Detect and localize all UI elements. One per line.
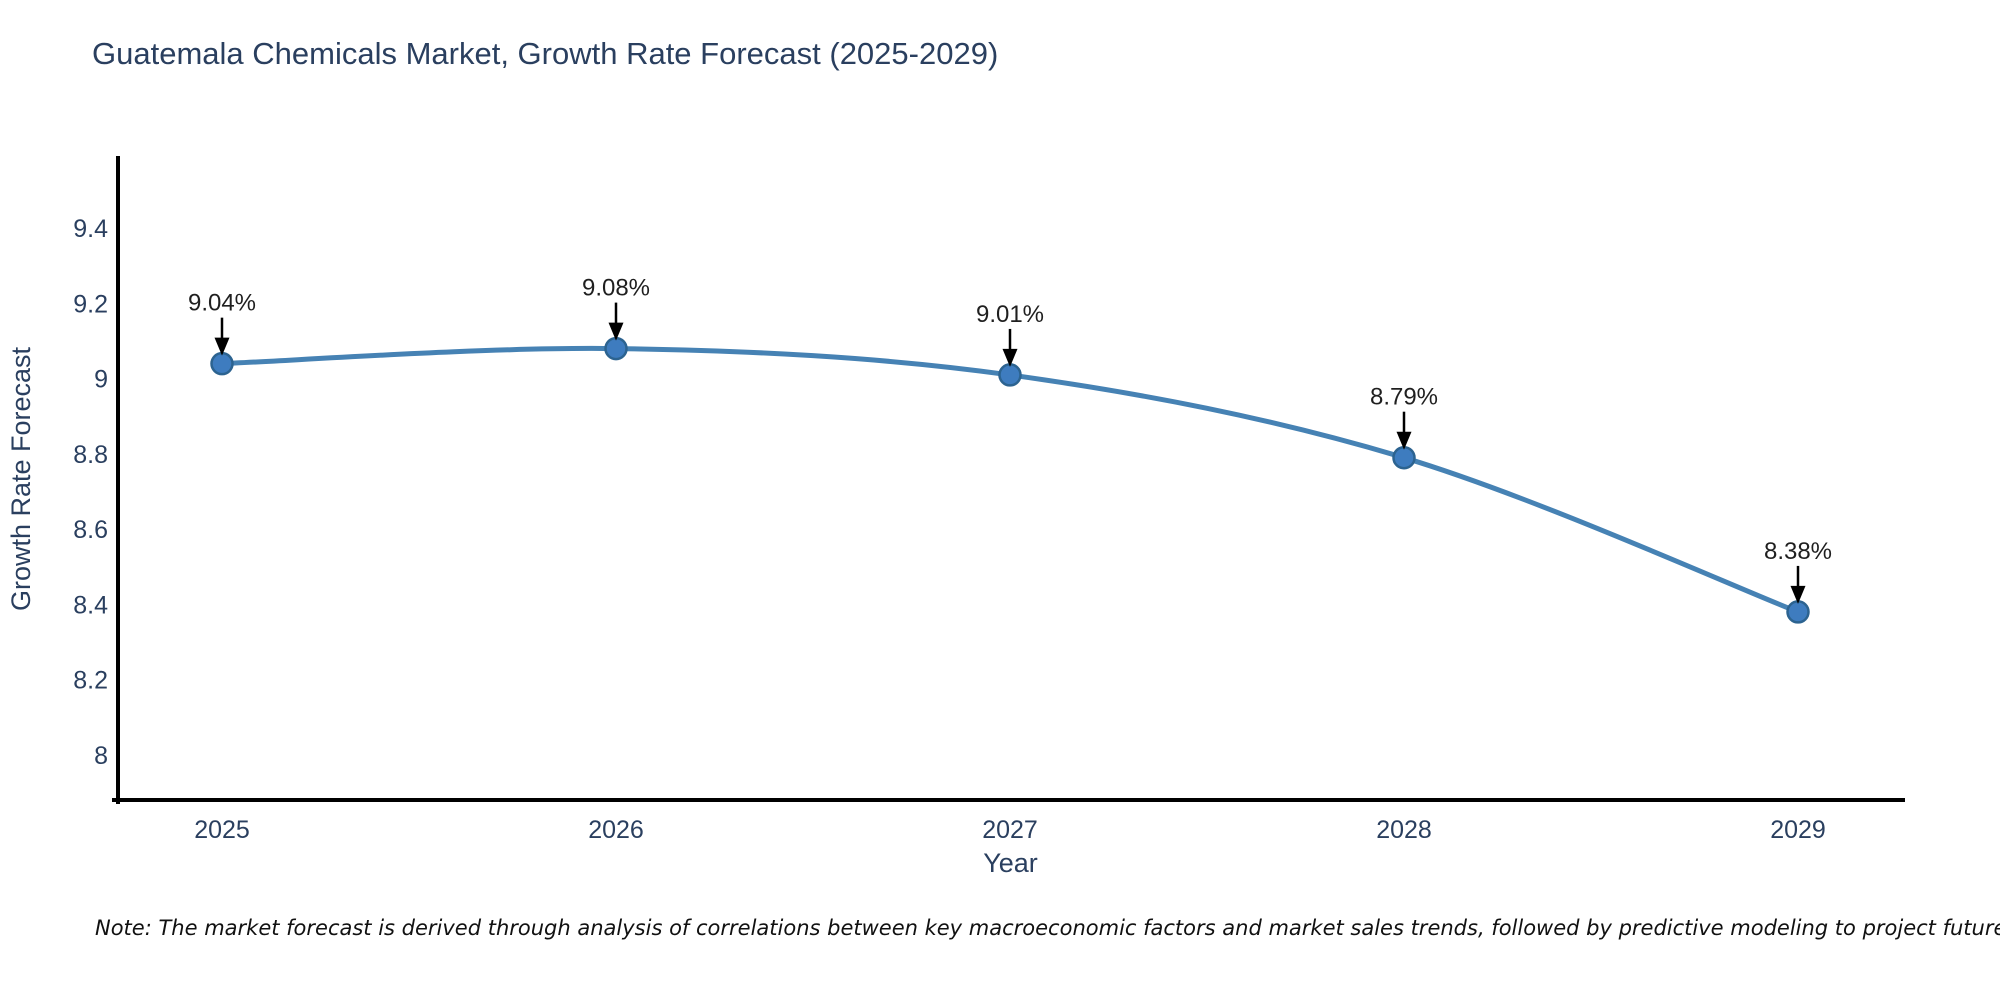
x-tick-label: 2029 — [1770, 816, 1826, 844]
data-point-marker — [604, 336, 628, 361]
x-axis-title: Year — [983, 848, 1038, 878]
point-annotation: 9.01% — [976, 301, 1044, 328]
annotation-arrowhead — [1790, 585, 1806, 604]
annotation-arrowhead — [608, 322, 624, 341]
y-tick-label: 9 — [94, 366, 108, 394]
x-tick-label: 2028 — [1376, 816, 1432, 844]
y-tick-label: 9.2 — [73, 290, 108, 318]
y-axis-title: Growth Rate Forecast — [6, 346, 36, 611]
x-tick-label: 2025 — [194, 816, 250, 844]
annotation-arrowhead — [214, 337, 230, 356]
point-annotation: 8.38% — [1764, 538, 1832, 565]
annotation-arrowhead — [1002, 348, 1018, 367]
y-tick-label: 8.4 — [73, 591, 108, 619]
data-point-marker — [210, 351, 234, 376]
x-tick-label: 2026 — [588, 816, 644, 844]
y-tick-label: 8.8 — [73, 441, 108, 469]
data-point-marker — [998, 363, 1022, 387]
x-tick-label: 2027 — [982, 816, 1038, 844]
y-tick-label: 9.4 — [73, 215, 108, 243]
point-annotation: 9.08% — [582, 275, 650, 302]
footnote: Note: The market forecast is derived thr… — [95, 916, 2000, 940]
y-tick-label: 8.2 — [73, 667, 108, 695]
y-tick-label: 8 — [94, 742, 108, 770]
y-tick-label: 8.6 — [73, 516, 108, 544]
data-point-marker — [1786, 600, 1810, 624]
chart-title: Guatemala Chemicals Market, Growth Rate … — [92, 36, 999, 71]
annotation-arrowhead — [1396, 431, 1412, 450]
data-point-marker — [1392, 445, 1416, 470]
trend-line — [219, 345, 1801, 615]
point-annotation: 9.04% — [188, 290, 256, 317]
point-annotation: 8.79% — [1370, 384, 1438, 411]
